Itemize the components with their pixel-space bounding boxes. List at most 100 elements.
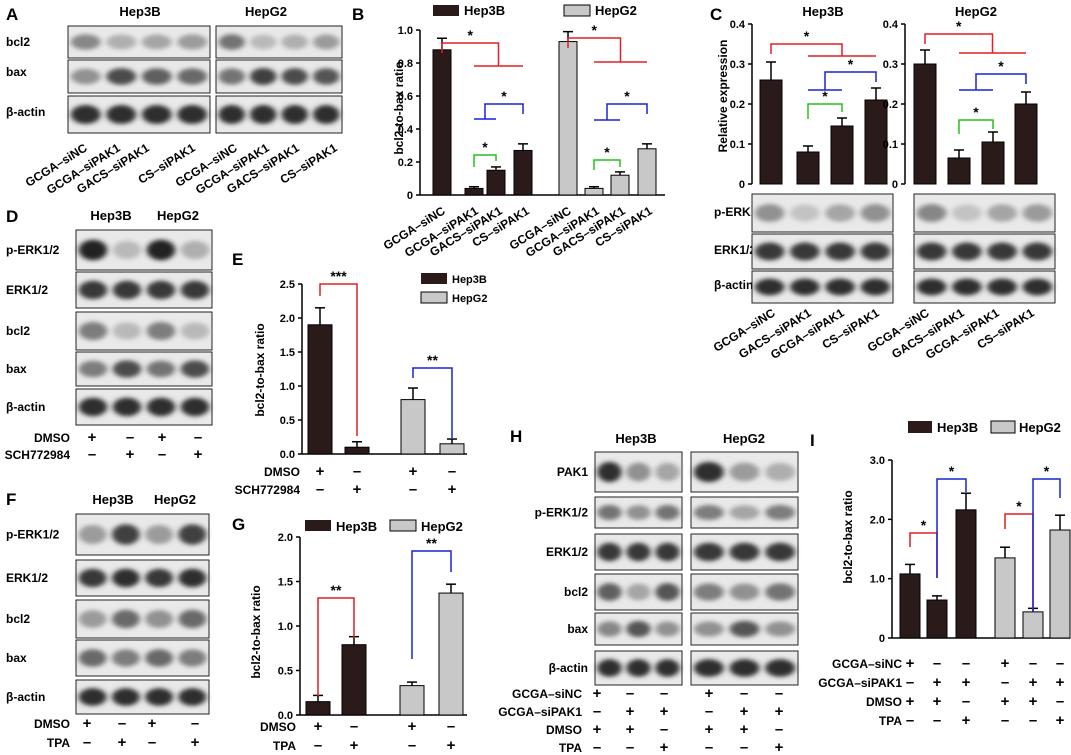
bar: [399, 685, 425, 716]
treatment-mark: –: [350, 718, 358, 735]
bracket-b-blue-1: *: [474, 88, 524, 120]
significance-label: **: [331, 582, 342, 598]
blot-band: [597, 583, 622, 601]
blot-row-label: bcl2: [564, 585, 588, 599]
bar: [1022, 611, 1044, 639]
blot-band: [281, 68, 308, 85]
blot-row-label-actin-c: β-actin: [714, 278, 753, 292]
bracket-line: [412, 367, 453, 438]
blot-band: [754, 204, 785, 222]
treatment-mark: +: [660, 739, 669, 755]
treatment-mark: +: [314, 718, 323, 735]
bar: [1049, 529, 1071, 639]
treatment-mark: –: [314, 737, 322, 754]
treatment-mark: +: [1001, 693, 1010, 710]
treatment-mark: +: [148, 715, 157, 732]
bar: [947, 157, 971, 185]
significance-label: *: [921, 517, 927, 533]
treatment-mark: +: [350, 737, 359, 754]
blot-c-hepg2-perk: [913, 193, 1056, 233]
treatment-rows: DMSO + – + –TPA – + – +: [260, 718, 456, 754]
treatment-mark: +: [775, 703, 784, 720]
blot-band: [916, 203, 947, 223]
blot-band: [78, 321, 108, 341]
blot-band: [112, 240, 142, 260]
treatment-label: GCGA–siPAK1: [818, 676, 902, 690]
legend-swatch-e-hep3b: [421, 273, 447, 284]
blot-band: [916, 278, 947, 296]
treatment-mark: –: [705, 739, 713, 755]
blot-band: [111, 609, 140, 629]
blot-band: [693, 659, 724, 677]
bar: [955, 509, 977, 639]
significance-label: *: [956, 18, 962, 34]
blot-band: [952, 278, 982, 296]
legend-label-i-hep3b: Hep3B: [937, 420, 978, 435]
bracket-line: [411, 550, 452, 659]
significance-label: ***: [330, 268, 347, 284]
blot-band: [178, 524, 207, 545]
blot-h-hep3b-row: [594, 451, 683, 493]
blot-band: [177, 105, 208, 124]
y-tick-label: 0.4: [398, 124, 414, 136]
bar: [439, 443, 465, 455]
blot-band: [765, 659, 796, 677]
bar: [637, 148, 657, 196]
blot-a-hep3b-actin: [67, 95, 211, 134]
significance-label: *: [592, 22, 598, 38]
treatment-mark: –: [1056, 693, 1064, 710]
lane-labels: GCGA–siNCGACS–siPAK1GCGA–siPAK1CS–siPAK1…: [711, 305, 1037, 361]
significance-label: *: [624, 88, 630, 104]
blot-band: [825, 278, 855, 296]
chart-e: 0.00.51.01.52.02.5*****: [280, 268, 467, 461]
treatment-mark: –: [626, 739, 634, 755]
blot-row-label-erk-c: ERK1/2: [714, 243, 756, 257]
blot-band: [145, 610, 174, 628]
blot-h-hep3b-row: [594, 650, 683, 686]
blot-band: [111, 568, 140, 588]
panel-letter-i: I: [810, 431, 815, 450]
bar: [1014, 103, 1038, 185]
blot-band: [655, 621, 680, 637]
treatment-label: SCH772984: [235, 483, 301, 497]
blot-band: [626, 462, 651, 482]
y-axis-title-b: bcl2-to-bax ratio: [392, 61, 406, 154]
treatment-mark: +: [1029, 674, 1038, 691]
treatment-table-h: GCGA–siNC + – – + – –GCGA–siPAK1– + + – + +DMSO + + – +…: [498, 685, 783, 755]
blot-band: [146, 280, 176, 300]
blot-band: [693, 621, 724, 637]
blot-band: [177, 68, 208, 85]
bar: [926, 599, 948, 639]
blot-band: [952, 242, 982, 261]
significance-label: *: [468, 27, 474, 43]
blot-title-d-hep3b: Hep3B: [90, 208, 131, 223]
panel-letter-b: B: [352, 5, 364, 24]
panel-letter-h: H: [510, 427, 522, 446]
blot-band: [729, 583, 760, 601]
blot-d-row: [75, 229, 213, 271]
treatment-mark: –: [962, 655, 970, 672]
significance-label: *: [604, 144, 610, 160]
lane-labels-c: GCGA–siNCGACS–siPAK1GCGA–siPAK1CS–siPAK1…: [711, 305, 1037, 361]
blot-band: [78, 397, 108, 417]
treatment-rows: DMSO + – + –TPA – + – +: [34, 715, 200, 751]
bracket-line: [317, 597, 355, 696]
significance-label: *: [949, 463, 955, 479]
panel-e: E Hep3B HepG2 bcl2-to-bax ratio 0.0 0.5 1.…: [232, 250, 487, 498]
blot-band: [178, 649, 207, 667]
blot-band: [141, 34, 172, 50]
blot-images-h: PAK1 p-ERK1/2 ERK1/2 bcl2 bax β-actin: [535, 451, 799, 686]
y-axis-title-e: bcl2-to-bax ratio: [253, 323, 267, 416]
blot-band: [78, 239, 108, 261]
blot-band: [729, 462, 760, 482]
blot-band: [112, 280, 142, 300]
chart-i: 0 1.0 2.0 3.0 * * * *: [870, 455, 1071, 645]
blot-band: [693, 583, 724, 601]
blot-c-hepg2-actin: [913, 270, 1056, 304]
blot-band: [693, 504, 724, 521]
blot-title-d-hepg2: HepG2: [157, 208, 199, 223]
blot-a-hepg2-bax: [215, 59, 343, 94]
bracket-c1-red: *: [770, 28, 876, 57]
blot-h-hep3b-row: [594, 612, 683, 646]
blot-images-d: p-ERK1/2 ERK1/2 bcl2 bax β-actin: [6, 229, 213, 426]
